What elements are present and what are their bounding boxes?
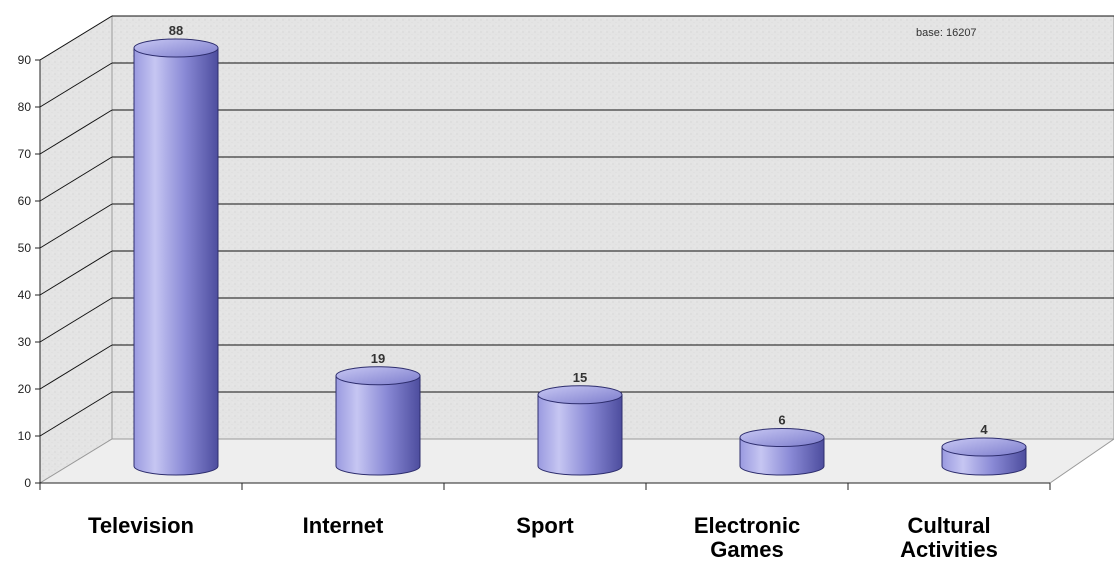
- grid-line-side: [39, 344, 113, 390]
- x-axis: Television Internet Sport Electronic Games Cu…: [39, 482, 1051, 562]
- y-tick-label: 0: [24, 476, 31, 490]
- bar-body: [133, 47, 219, 476]
- bars: 88 19 15 6 4: [133, 23, 1027, 476]
- data-label: 88: [169, 23, 183, 38]
- y-tick-label: 80: [18, 100, 32, 114]
- bar-top: [941, 437, 1027, 457]
- x-category-label: Internet: [303, 513, 384, 538]
- grid-line-side: [39, 156, 113, 202]
- grid-line-side: [39, 297, 113, 343]
- bar: [941, 437, 1027, 476]
- bar-top: [537, 385, 623, 405]
- y-tick-label: 10: [18, 429, 32, 443]
- grid-line-side: [39, 62, 113, 108]
- bar-body: [335, 375, 421, 476]
- x-category-label: Sport: [516, 513, 574, 538]
- base-annotation: base: 16207: [916, 27, 977, 39]
- bar: [537, 385, 623, 476]
- grid-line-side: [39, 109, 113, 155]
- data-label: 15: [573, 370, 587, 385]
- data-label: 4: [980, 422, 988, 437]
- data-label: 6: [778, 413, 785, 428]
- y-tick-label: 70: [18, 147, 32, 161]
- data-label: 19: [371, 351, 385, 366]
- y-axis: 0 10 20 30 40 50 60 70 80 90: [18, 53, 41, 490]
- x-category-label: Television: [88, 513, 194, 538]
- y-tick-label: 90: [18, 53, 32, 67]
- bar-top: [335, 366, 421, 386]
- grid-line-side: [39, 15, 113, 61]
- x-category-label: Cultural Activities: [900, 513, 998, 562]
- bar-body: [537, 394, 623, 476]
- bar-body: [739, 437, 825, 476]
- grid-line-side: [39, 203, 113, 249]
- bar-top: [739, 428, 825, 447]
- bar: [133, 38, 219, 476]
- y-tick-label: 40: [18, 288, 32, 302]
- y-tick-label: 50: [18, 241, 32, 255]
- bar-top: [133, 38, 219, 58]
- y-tick-label: 30: [18, 335, 32, 349]
- bar: [739, 428, 825, 476]
- back-wall: [111, 15, 1114, 440]
- side-wall: [39, 15, 113, 484]
- grid-line-side: [39, 250, 113, 296]
- bar: [335, 366, 421, 476]
- y-tick-label: 20: [18, 382, 32, 396]
- y-tick-label: 60: [18, 194, 32, 208]
- grid-lines: [39, 15, 1114, 437]
- grid-line-side: [39, 391, 113, 437]
- x-category-label: Electronic Games: [694, 513, 800, 562]
